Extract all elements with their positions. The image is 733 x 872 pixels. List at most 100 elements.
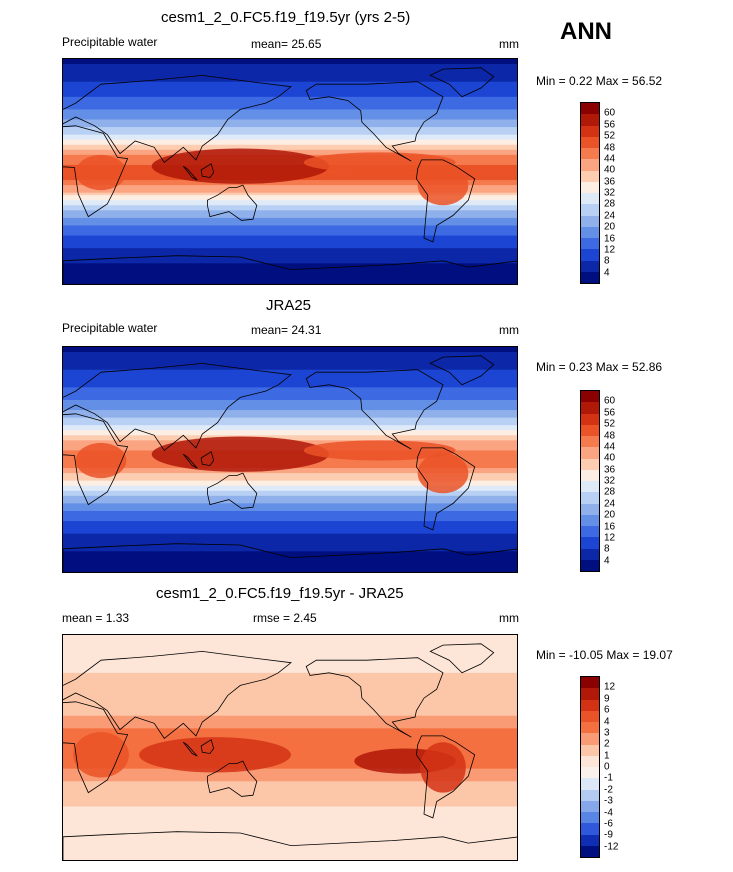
field-band bbox=[63, 635, 517, 639]
colorbar-tick-label: 16 bbox=[604, 521, 616, 532]
field-region bbox=[75, 442, 127, 479]
field-band bbox=[63, 816, 517, 820]
coastline bbox=[63, 255, 517, 284]
colorbar-tick-label: 12 bbox=[604, 681, 616, 693]
colorbar-tick-label: 44 bbox=[604, 153, 616, 165]
field-band bbox=[63, 498, 517, 502]
colorbar-tick-label: -6 bbox=[604, 818, 613, 830]
field-band bbox=[63, 543, 517, 547]
field-band bbox=[63, 730, 517, 734]
panel-2-title: JRA25 bbox=[266, 297, 312, 314]
field-band bbox=[63, 735, 517, 739]
field-band bbox=[63, 245, 517, 249]
field-band bbox=[63, 182, 517, 186]
coastline bbox=[206, 760, 258, 797]
field-band bbox=[63, 61, 517, 65]
field-band bbox=[63, 791, 517, 795]
field-band bbox=[63, 260, 517, 264]
field-band bbox=[63, 243, 517, 247]
field-band bbox=[63, 500, 517, 504]
field-band bbox=[63, 66, 517, 70]
field-band bbox=[63, 364, 517, 368]
field-band bbox=[63, 758, 517, 762]
colorbar-tick-label: 8 bbox=[604, 255, 610, 267]
field-band bbox=[63, 650, 517, 654]
panel-2-colorbar: 60 56 52 48 44 40 36 32 28 24 20 16 12 8 4 bbox=[580, 390, 615, 572]
field-band bbox=[63, 268, 517, 272]
field-band bbox=[63, 180, 517, 184]
coastline bbox=[200, 739, 215, 754]
field-band bbox=[63, 738, 517, 742]
field-band bbox=[63, 468, 517, 472]
field-band bbox=[63, 207, 517, 211]
field-band bbox=[63, 645, 517, 649]
colorbar-tick-label: 4 bbox=[604, 716, 610, 727]
field-band bbox=[63, 824, 517, 828]
colorbar-box bbox=[581, 710, 599, 722]
coastline bbox=[305, 81, 444, 162]
field-band bbox=[63, 270, 517, 274]
colorbar-tick-label: -2 bbox=[604, 784, 613, 796]
colorbar-box bbox=[581, 677, 599, 689]
colorbar-box bbox=[581, 834, 599, 846]
field-band bbox=[63, 283, 517, 284]
panel-1-map bbox=[62, 58, 518, 285]
colorbar-tick-label: -3 bbox=[604, 795, 613, 807]
field-band bbox=[63, 372, 517, 376]
field-band bbox=[63, 210, 517, 214]
field-band bbox=[63, 485, 517, 489]
colorbar-tick-label: 60 bbox=[604, 395, 616, 407]
field-band bbox=[63, 192, 517, 196]
panel-1-title: cesm1_2_0.FC5.f19_f19.5yr (yrs 2-5) bbox=[161, 9, 411, 26]
colorbar-box bbox=[581, 125, 599, 137]
field-band bbox=[63, 362, 517, 366]
field-band bbox=[63, 215, 517, 219]
field-band bbox=[63, 801, 517, 805]
field-band bbox=[63, 227, 517, 232]
colorbar-box bbox=[581, 271, 599, 283]
colorbar-box bbox=[581, 204, 599, 216]
field-band bbox=[63, 819, 517, 823]
field-band bbox=[63, 733, 517, 737]
field-band bbox=[63, 430, 517, 434]
field-band bbox=[63, 410, 517, 414]
panel-1-mean: mean= 25.65 bbox=[251, 37, 322, 51]
field-band bbox=[63, 389, 517, 393]
field-band bbox=[63, 490, 517, 494]
colorbar-box bbox=[581, 447, 599, 459]
field-band bbox=[63, 854, 517, 858]
colorbar-tick-label: 40 bbox=[604, 164, 616, 176]
field-band bbox=[63, 129, 517, 133]
field-band bbox=[63, 660, 517, 664]
field-band bbox=[63, 541, 517, 545]
colorbar-box bbox=[581, 559, 599, 571]
colorbar-box bbox=[581, 215, 599, 227]
field-band bbox=[63, 71, 517, 75]
field-band bbox=[63, 839, 517, 843]
field-band bbox=[63, 470, 517, 474]
field-band bbox=[63, 104, 517, 108]
field-band bbox=[63, 415, 517, 419]
field-band bbox=[63, 647, 517, 651]
colorbar-tick-label: 44 bbox=[604, 441, 616, 453]
field-band bbox=[63, 384, 517, 388]
panel-1-unit: mm bbox=[499, 37, 519, 51]
colorbar-tick-label: 40 bbox=[604, 452, 616, 464]
field-band bbox=[63, 79, 517, 83]
field-band bbox=[63, 786, 517, 790]
field-region bbox=[303, 440, 456, 461]
field-band bbox=[63, 831, 517, 835]
field-band bbox=[63, 836, 517, 840]
colorbar-box bbox=[581, 733, 599, 745]
field-band bbox=[63, 558, 517, 562]
coastline bbox=[200, 163, 215, 178]
colorbar-box bbox=[581, 688, 599, 700]
field-band bbox=[63, 258, 517, 262]
panel-3-mean: mean = 1.33 bbox=[62, 611, 130, 625]
field-band bbox=[63, 147, 517, 151]
field-band bbox=[63, 675, 517, 679]
field-band bbox=[63, 834, 517, 838]
colorbar-box bbox=[581, 744, 599, 756]
field-band bbox=[63, 101, 517, 105]
field-band bbox=[63, 695, 517, 699]
